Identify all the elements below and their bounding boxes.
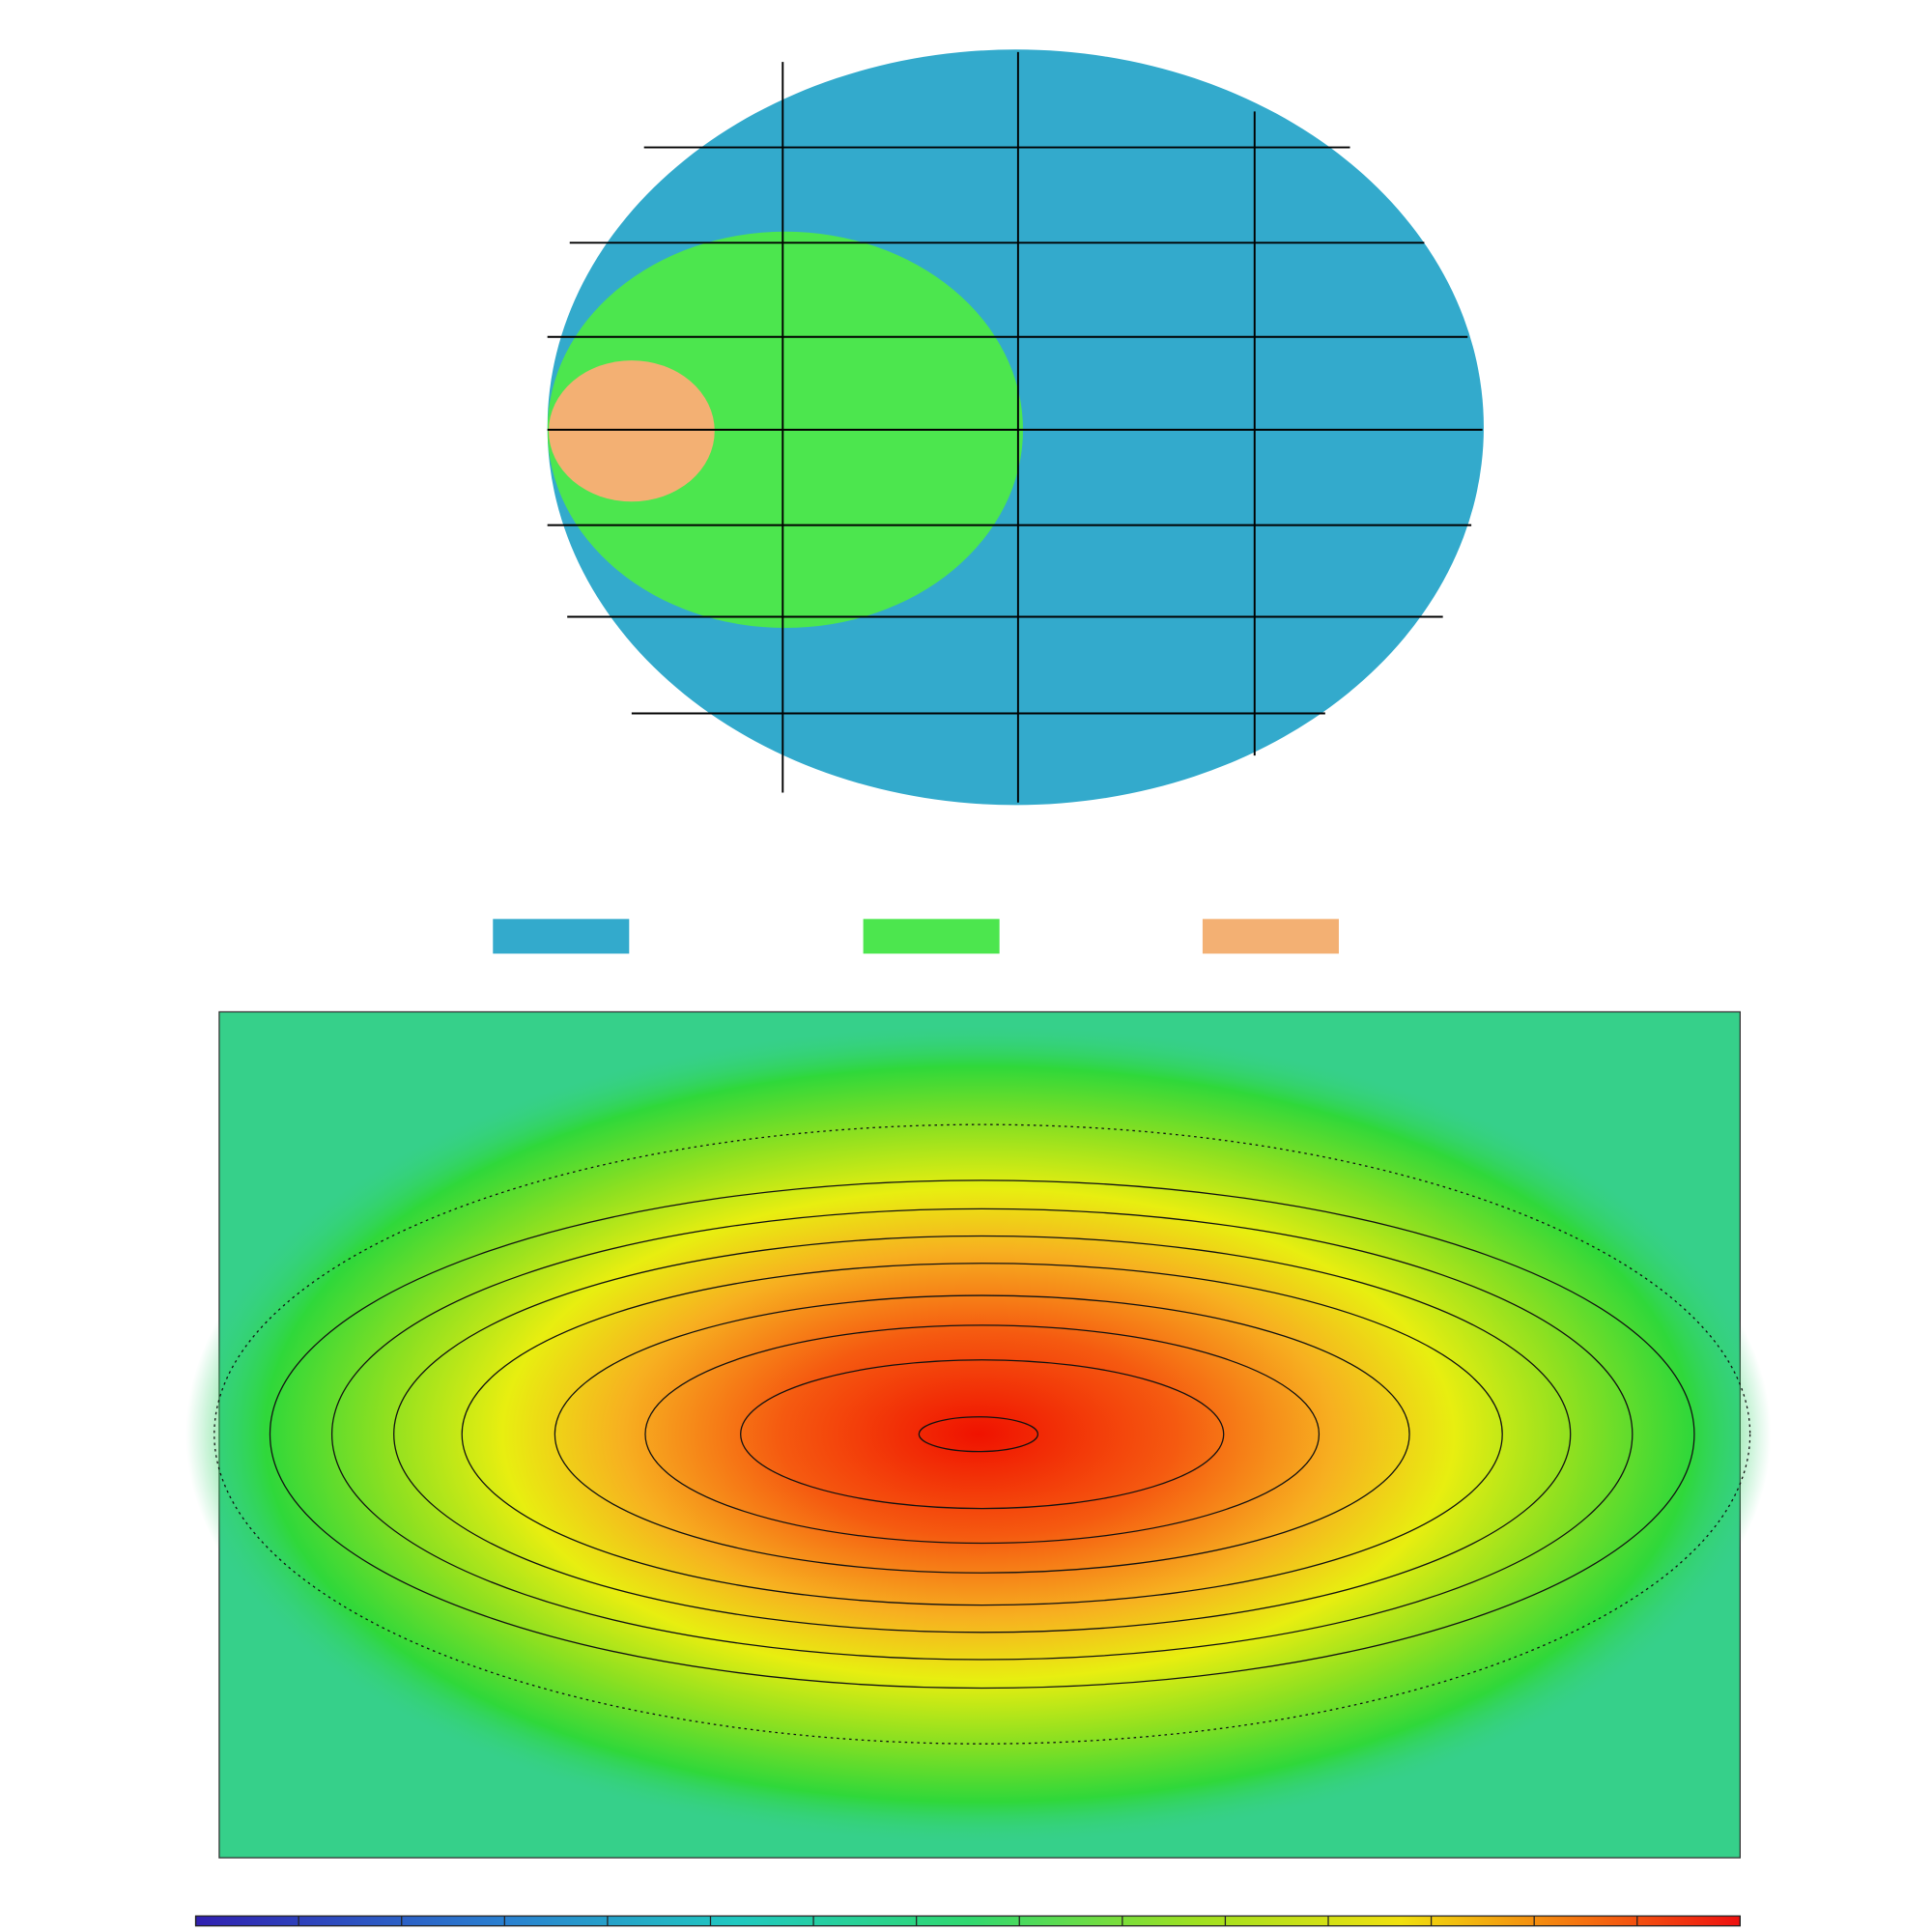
contour bbox=[740, 1359, 1225, 1510]
legend-swatch bbox=[493, 919, 630, 954]
contours bbox=[213, 1123, 1751, 1745]
contour bbox=[213, 1123, 1751, 1745]
grid bbox=[547, 51, 1483, 803]
colorbar-ticks bbox=[194, 1916, 1741, 1926]
contour bbox=[644, 1324, 1321, 1545]
contour bbox=[554, 1294, 1410, 1574]
colorbar bbox=[194, 1915, 1741, 1927]
legend-swatch bbox=[863, 919, 1000, 954]
contour bbox=[461, 1263, 1503, 1606]
contour bbox=[330, 1208, 1634, 1661]
contour bbox=[393, 1235, 1572, 1634]
heatmap bbox=[185, 1010, 1772, 1859]
region-plot bbox=[547, 49, 1484, 806]
contour bbox=[918, 1416, 1039, 1453]
legend-swatch bbox=[1202, 919, 1339, 954]
content bbox=[185, 49, 1772, 1927]
region-inner bbox=[548, 360, 715, 502]
contour bbox=[269, 1179, 1695, 1690]
heatmap-field bbox=[185, 1025, 1772, 1843]
